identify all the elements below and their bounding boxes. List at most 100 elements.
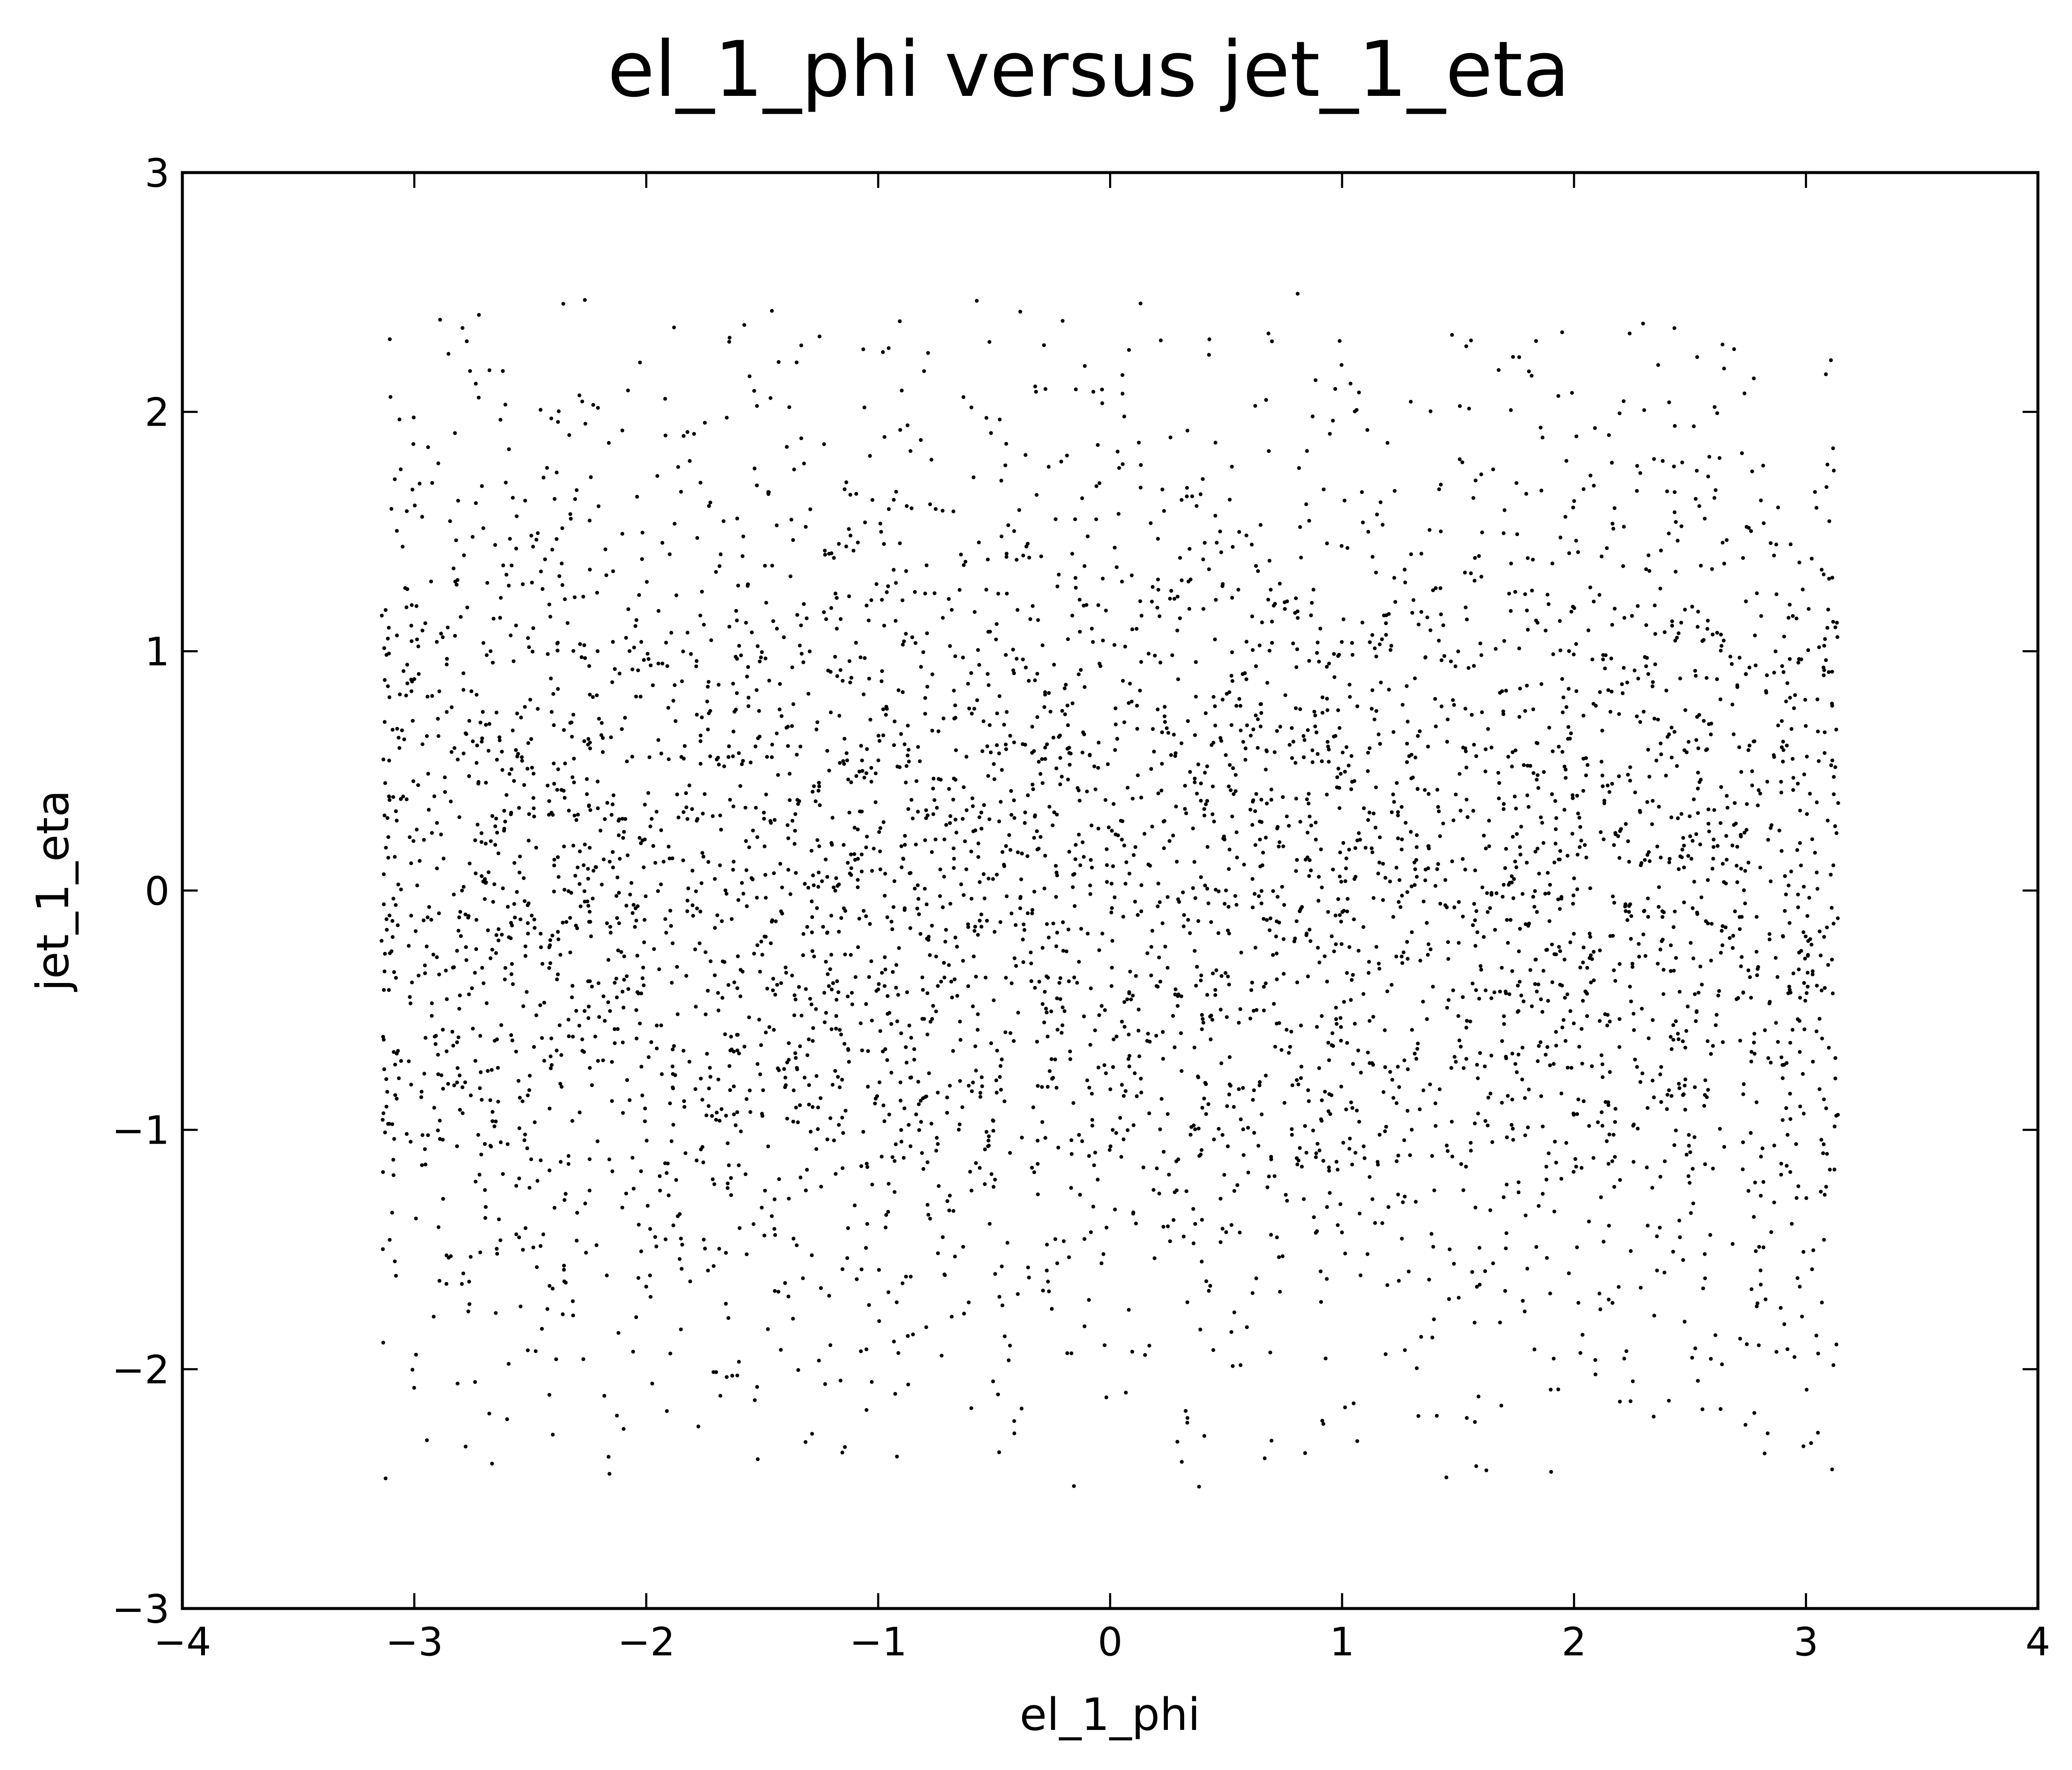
scatter-point: [674, 593, 678, 597]
scatter-point: [1120, 579, 1124, 584]
scatter-point: [732, 1084, 736, 1089]
scatter-point: [1560, 677, 1564, 681]
scatter-point: [381, 1340, 385, 1345]
scatter-point: [647, 1055, 651, 1059]
scatter-point: [505, 1142, 510, 1146]
scatter-point: [1501, 882, 1506, 887]
scatter-point: [1524, 492, 1528, 496]
scatter-point: [951, 846, 956, 850]
scatter-point: [1692, 424, 1696, 428]
scatter-point: [798, 1044, 802, 1048]
scatter-point: [1769, 879, 1773, 883]
scatter-point: [885, 1058, 889, 1062]
scatter-point: [465, 339, 469, 343]
scatter-point: [731, 804, 735, 809]
scatter-point: [1343, 499, 1347, 503]
scatter-point: [1645, 800, 1649, 804]
scatter-point: [1378, 835, 1382, 839]
scatter-point: [1372, 896, 1376, 900]
scatter-point: [617, 833, 621, 837]
scatter-point: [411, 719, 415, 723]
scatter-point: [1599, 1195, 1603, 1199]
scatter-point: [778, 707, 782, 712]
scatter-point: [1029, 979, 1034, 983]
scatter-point: [1340, 1230, 1344, 1234]
scatter-point: [911, 1332, 915, 1337]
scatter-point: [1556, 897, 1560, 902]
scatter-point: [907, 759, 911, 764]
scatter-point: [1161, 921, 1164, 925]
scatter-point: [1350, 1106, 1354, 1110]
scatter-point: [779, 981, 783, 985]
scatter-point: [1517, 949, 1521, 954]
scatter-point: [1195, 965, 1199, 969]
scatter-point: [1749, 529, 1753, 533]
scatter-point: [1687, 1144, 1691, 1148]
scatter-point: [1622, 399, 1626, 403]
scatter-point: [1370, 850, 1375, 854]
scatter-point: [1716, 994, 1720, 997]
scatter-point: [914, 779, 919, 783]
scatter-point: [1779, 1173, 1783, 1177]
scatter-point: [1781, 759, 1785, 764]
scatter-point: [1657, 804, 1661, 809]
scatter-point: [1096, 1065, 1101, 1069]
scatter-point: [570, 995, 574, 1000]
scatter-point: [1586, 628, 1591, 632]
scatter-point: [1252, 1088, 1256, 1093]
scatter-point: [709, 638, 713, 642]
scatter-point: [441, 1028, 445, 1032]
scatter-point: [1470, 1270, 1474, 1274]
scatter-point: [1473, 479, 1478, 483]
scatter-point: [1239, 1363, 1243, 1367]
scatter-point: [1473, 1320, 1477, 1325]
scatter-point: [726, 1186, 730, 1190]
scatter-point: [738, 994, 743, 998]
scatter-point: [1196, 919, 1200, 923]
scatter-point: [1331, 868, 1335, 872]
scatter-point: [1483, 1064, 1487, 1069]
scatter-point: [573, 873, 577, 878]
scatter-point: [642, 658, 646, 662]
scatter-point: [1060, 1031, 1064, 1035]
scatter-point: [751, 877, 755, 882]
scatter-point: [1325, 793, 1329, 797]
scatter-point: [955, 945, 959, 949]
scatter-point: [1545, 1256, 1549, 1260]
scatter-point: [1237, 697, 1242, 701]
scatter-point: [562, 888, 567, 892]
scatter-point: [1410, 930, 1414, 934]
scatter-point: [1004, 555, 1009, 559]
scatter-point: [762, 844, 767, 848]
scatter-point: [1325, 1205, 1329, 1209]
scatter-point: [509, 633, 513, 637]
scatter-point: [953, 1254, 957, 1259]
scatter-point: [1080, 496, 1084, 500]
scatter-point: [1830, 670, 1834, 674]
scatter-point: [1306, 974, 1310, 978]
scatter-point: [1720, 862, 1725, 866]
scatter-point: [1537, 871, 1541, 876]
scatter-point: [518, 1095, 522, 1100]
scatter-point: [1638, 1080, 1643, 1084]
scatter-point: [703, 1246, 707, 1251]
scatter-point: [1433, 884, 1438, 888]
scatter-point: [1318, 626, 1323, 631]
scatter-point: [942, 961, 946, 965]
scatter-point: [1761, 464, 1765, 468]
scatter-point: [674, 719, 677, 723]
scatter-point: [670, 980, 674, 985]
scatter-point: [1043, 757, 1047, 761]
scatter-point: [1539, 682, 1544, 686]
scatter-point: [1599, 554, 1604, 559]
scatter-point: [1627, 859, 1631, 864]
scatter-point: [515, 711, 519, 715]
scatter-point: [759, 940, 764, 944]
scatter-point: [1353, 1022, 1357, 1026]
scatter-point: [1338, 850, 1342, 854]
scatter-point: [1712, 405, 1717, 409]
scatter-point: [444, 662, 449, 666]
scatter-point: [1234, 903, 1239, 907]
scatter-point: [530, 580, 534, 585]
scatter-point: [1560, 1025, 1565, 1029]
